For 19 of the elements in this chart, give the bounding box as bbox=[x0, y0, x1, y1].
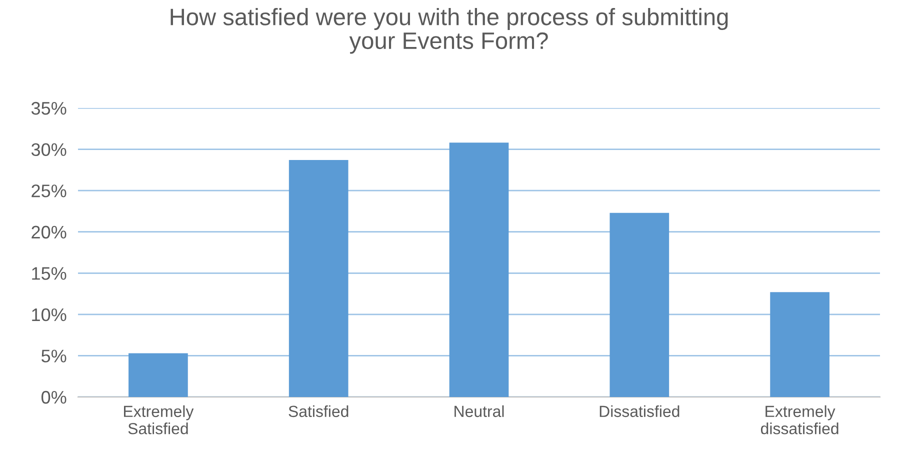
bar bbox=[770, 292, 830, 397]
y-tick-label: 30% bbox=[31, 143, 66, 156]
y-tick-label: 0% bbox=[42, 390, 66, 404]
y-tick-label: 15% bbox=[32, 267, 66, 280]
bar bbox=[288, 160, 348, 397]
y-tick-label: 20% bbox=[32, 226, 66, 239]
bar bbox=[449, 142, 509, 397]
x-tick-label: Dissatisfied bbox=[600, 405, 680, 418]
y-tick-label: 25% bbox=[32, 184, 66, 198]
y-tick-label: 5% bbox=[42, 350, 66, 362]
x-tick-label: Extremely dissatisfied bbox=[760, 405, 838, 434]
bar bbox=[610, 212, 670, 397]
y-tick-label: 10% bbox=[32, 308, 66, 322]
bar bbox=[128, 353, 188, 397]
y-tick-label: 35% bbox=[31, 102, 66, 115]
chart-title: How satisfied were you with the process of submitting your Events Form? bbox=[170, 8, 728, 54]
x-tick-label: Satisfied bbox=[288, 405, 348, 418]
x-tick-label: Neutral bbox=[454, 405, 504, 418]
x-tick-label: Extremely Satisfied bbox=[124, 405, 194, 434]
